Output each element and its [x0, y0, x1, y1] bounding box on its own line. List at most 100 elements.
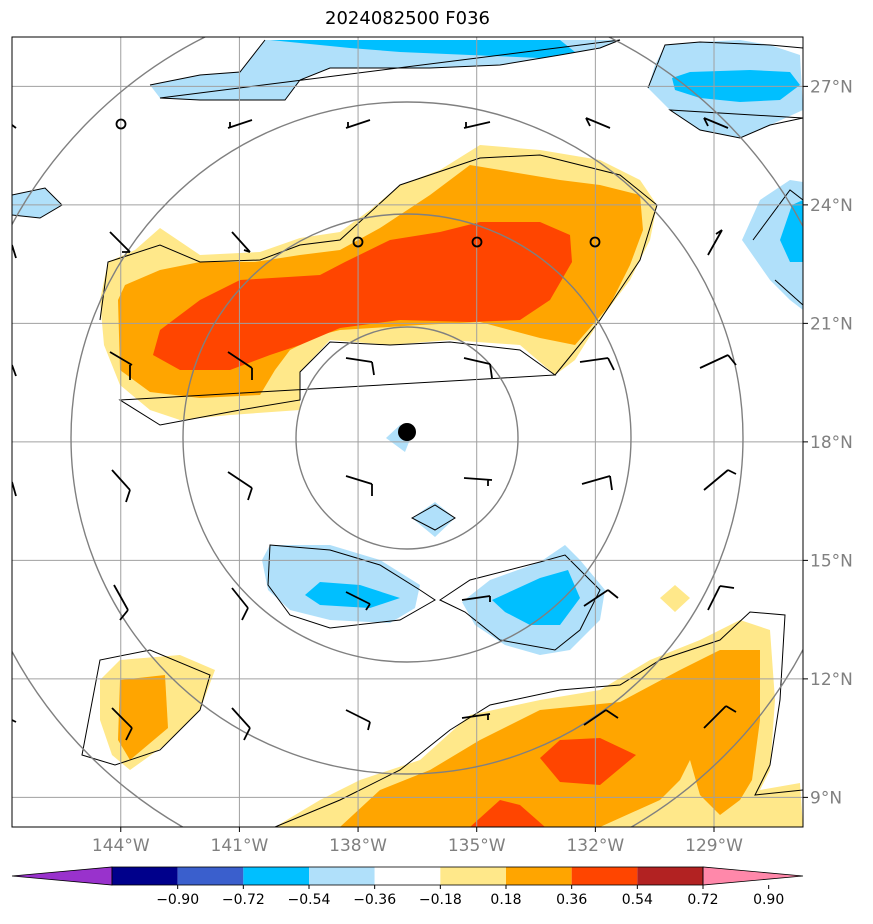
wind-barb	[12, 719, 17, 723]
y-tick-label: 18°N	[810, 433, 853, 453]
colorbar-tick-label: 0.54	[622, 892, 653, 908]
wind-barb	[227, 351, 253, 380]
wind-barb	[345, 357, 375, 376]
wind-barb	[113, 584, 129, 621]
wind-barb	[12, 244, 17, 259]
colorbar-segment	[309, 867, 375, 885]
range-ring	[70, 101, 744, 775]
colorbar-tick-label: −0.36	[353, 892, 396, 908]
colorbar-extend-low	[11, 866, 113, 886]
colorbar-tick-label: 0.72	[687, 892, 718, 908]
blue-region	[270, 40, 575, 58]
colorbar-tick-label: −0.72	[222, 892, 265, 908]
x-tick-label: 141°W	[211, 836, 269, 856]
colorbar-segment	[571, 867, 638, 885]
wind-barb	[703, 469, 737, 491]
wind-barb	[463, 477, 493, 486]
y-tick-label: 9°N	[810, 788, 842, 808]
colorbar-extend-high	[702, 866, 804, 886]
wind-barb	[583, 709, 619, 726]
y-tick-label: 21°N	[810, 314, 853, 334]
wind-barb	[345, 709, 371, 731]
chart-title: 2024082500 F036	[325, 8, 490, 29]
range-ring	[295, 326, 519, 550]
red-orange-region	[540, 738, 636, 785]
red-orange-region	[470, 800, 545, 827]
wind-barb	[461, 595, 491, 602]
orange-region	[118, 675, 168, 760]
y-tick-label: 24°N	[810, 196, 853, 216]
wind-barb	[345, 475, 373, 496]
wind-barb	[111, 469, 131, 503]
y-axis-ticks: 27°N 24°N 21°N 18°N 15°N 12°N 9°N	[803, 77, 853, 808]
colorbar-tick-label: −0.18	[419, 892, 462, 908]
x-tick-label: 144°W	[92, 836, 150, 856]
wind-barb	[227, 119, 253, 129]
wind-barb	[583, 589, 619, 607]
wind-barb	[109, 351, 133, 380]
calm-wind-circle	[115, 118, 127, 130]
x-axis-ticks: 144°W 141°W 138°W 135°W 132°W 129°W	[92, 827, 743, 856]
calm-wind-circle	[352, 236, 364, 248]
colorbar-segment	[506, 867, 572, 885]
yellow-region	[660, 585, 690, 612]
colorbar-segment	[440, 867, 506, 885]
wind-barb	[345, 119, 371, 129]
x-tick-label: 138°W	[329, 836, 387, 856]
colorbar-frame	[111, 866, 704, 886]
wind-barbs	[12, 117, 737, 741]
plot-frame	[11, 36, 804, 828]
wind-barb	[345, 591, 371, 611]
wind-barb	[461, 713, 491, 720]
colorbar-segment	[243, 867, 309, 885]
wind-barb	[703, 705, 737, 729]
range-rings	[12, 37, 803, 827]
wind-barb	[585, 117, 611, 129]
calm-wind-circle	[589, 236, 601, 248]
colorbar-tick-label: 0.36	[556, 892, 587, 908]
wind-barb	[231, 707, 251, 741]
colorbar-segment	[637, 867, 703, 885]
wind-barb	[231, 587, 249, 621]
wind-barb	[463, 357, 493, 379]
range-ring	[182, 213, 632, 663]
storm-center-marker	[398, 423, 416, 441]
red-orange-region	[153, 222, 572, 370]
orange-region	[340, 650, 760, 827]
colorbar-tick-label: 0.18	[490, 892, 521, 908]
y-tick-label: 27°N	[810, 77, 853, 97]
colorbar-tick-label: −0.90	[156, 892, 199, 908]
colorbar-tick-label: 0.90	[753, 892, 784, 908]
light-blue-region	[12, 188, 62, 218]
light-blue-region	[742, 180, 803, 310]
wind-barb	[463, 121, 491, 129]
wind-barb	[12, 364, 17, 377]
x-tick-label: 135°W	[448, 836, 506, 856]
wind-barb	[109, 231, 131, 253]
wind-barb	[231, 231, 251, 253]
wind-barb	[579, 357, 615, 371]
calm-wind-markers	[115, 118, 601, 248]
blue-region	[492, 570, 580, 625]
wind-barb	[111, 707, 133, 741]
wind-barb	[581, 475, 613, 491]
x-tick-label: 129°W	[685, 836, 743, 856]
wind-barb	[12, 124, 17, 129]
x-tick-label: 132°W	[566, 836, 624, 856]
colorbar-tick-label: −0.54	[288, 892, 331, 908]
colorbar-segment	[177, 867, 244, 885]
gridlines	[12, 37, 803, 827]
colorbar-segment	[374, 867, 441, 885]
wind-barb	[227, 471, 253, 501]
wind-barb	[707, 585, 735, 611]
wind-barb	[12, 481, 17, 497]
wind-barb	[699, 354, 737, 369]
wind-barb	[703, 117, 729, 129]
y-tick-label: 12°N	[810, 670, 853, 690]
y-tick-label: 15°N	[810, 551, 853, 571]
wind-barb	[707, 229, 723, 256]
colorbar: −0.90 −0.72 −0.54 −0.36 −0.18 0.18 0.36 0.54 0.7…	[11, 866, 804, 908]
colorbar-segment	[112, 867, 178, 885]
calm-wind-circle	[471, 236, 483, 248]
